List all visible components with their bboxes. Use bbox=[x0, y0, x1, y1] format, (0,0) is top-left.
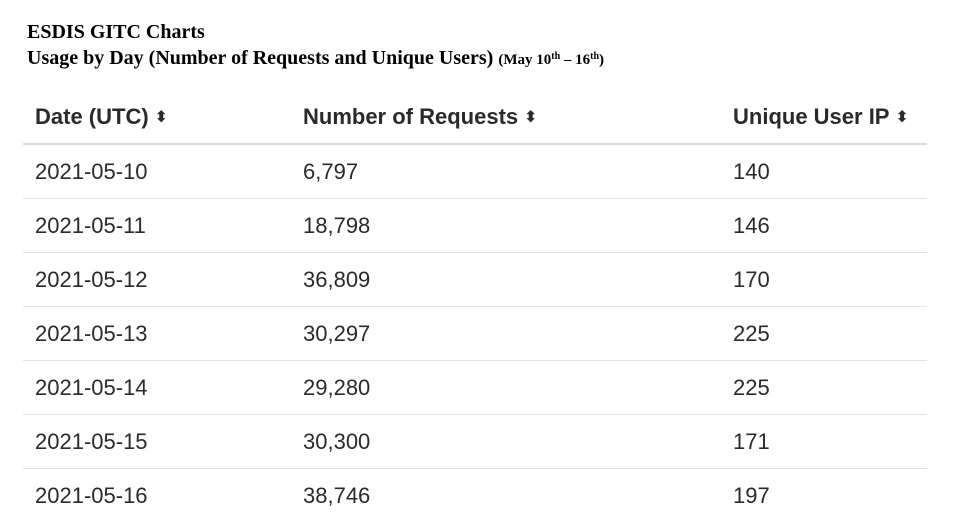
cell-requests: 29,280 bbox=[291, 360, 721, 415]
usage-table: Date (UTC) ⬍ Number of Requests ⬍ Unique U… bbox=[23, 90, 927, 522]
table-row: 2021-05-14 29,280 225 bbox=[23, 360, 927, 415]
cell-requests: 30,300 bbox=[291, 414, 721, 469]
cell-requests: 36,809 bbox=[291, 252, 721, 307]
cell-unique-users: 146 bbox=[721, 198, 927, 253]
cell-date: 2021-05-16 bbox=[35, 482, 148, 508]
table-row: 2021-05-16 38,746 197 bbox=[23, 469, 927, 523]
date-range: (May 10th – 16th) bbox=[498, 51, 605, 68]
date-range-end-sup: th bbox=[590, 51, 600, 62]
chart-heading: ESDIS GITC Charts Usage by Day (Number o… bbox=[27, 20, 604, 73]
cell-requests: 6,797 bbox=[291, 144, 721, 199]
cell-unique-users: 197 bbox=[733, 482, 770, 508]
cell-unique-users: 225 bbox=[721, 306, 927, 361]
table-row: 2021-05-12 36,809 170 bbox=[23, 252, 927, 307]
cell-unique-users: 171 bbox=[721, 414, 927, 469]
date-range-suffix: ) bbox=[599, 52, 605, 68]
table-row: 2021-05-11 18,798 146 bbox=[23, 198, 927, 253]
cell-date: 2021-05-10 bbox=[23, 144, 291, 199]
page-title: ESDIS GITC Charts bbox=[27, 21, 205, 43]
column-header-requests[interactable]: Number of Requests ⬍ bbox=[291, 90, 721, 145]
column-header-date-label: Date (UTC) bbox=[35, 103, 149, 129]
column-header-unique-users-label: Unique User IP bbox=[733, 103, 890, 129]
cell-date: 2021-05-11 bbox=[23, 198, 291, 253]
table-title: Usage by Day (Number of Requests and Uni… bbox=[27, 44, 604, 73]
date-range-start-sup: th bbox=[551, 51, 561, 62]
column-header-requests-label: Number of Requests bbox=[303, 103, 519, 129]
table-row: 2021-05-15 30,300 171 bbox=[23, 414, 927, 469]
cell-date: 2021-05-13 bbox=[23, 306, 291, 361]
cell-requests: 18,798 bbox=[291, 198, 721, 253]
cell-requests: 30,297 bbox=[291, 306, 721, 361]
cell-unique-users: 225 bbox=[721, 360, 927, 415]
cell-unique-users: 140 bbox=[721, 144, 927, 199]
cell-requests: 38,746 bbox=[303, 482, 371, 508]
table-row: 2021-05-10 6,797 140 bbox=[23, 144, 927, 199]
cell-date: 2021-05-14 bbox=[23, 360, 291, 415]
column-header-unique-users[interactable]: Unique User IP ⬍ bbox=[721, 90, 927, 145]
sort-icon[interactable]: ⬍ bbox=[154, 108, 169, 126]
sort-icon[interactable]: ⬍ bbox=[895, 108, 909, 126]
sort-icon[interactable]: ⬍ bbox=[524, 108, 538, 126]
date-range-prefix: (May 10 bbox=[498, 52, 552, 68]
table-header-row: Date (UTC) ⬍ Number of Requests ⬍ Unique U… bbox=[23, 90, 927, 145]
table-subtitle: Usage by Day (Number of Requests and Uni… bbox=[27, 47, 494, 69]
cell-date: 2021-05-12 bbox=[23, 252, 291, 307]
table-row: 2021-05-13 30,297 225 bbox=[23, 306, 927, 361]
cell-date: 2021-05-15 bbox=[23, 414, 291, 469]
date-range-separator: – 16 bbox=[560, 52, 591, 68]
cell-unique-users: 170 bbox=[721, 252, 927, 307]
column-header-date[interactable]: Date (UTC) ⬍ bbox=[23, 90, 291, 145]
